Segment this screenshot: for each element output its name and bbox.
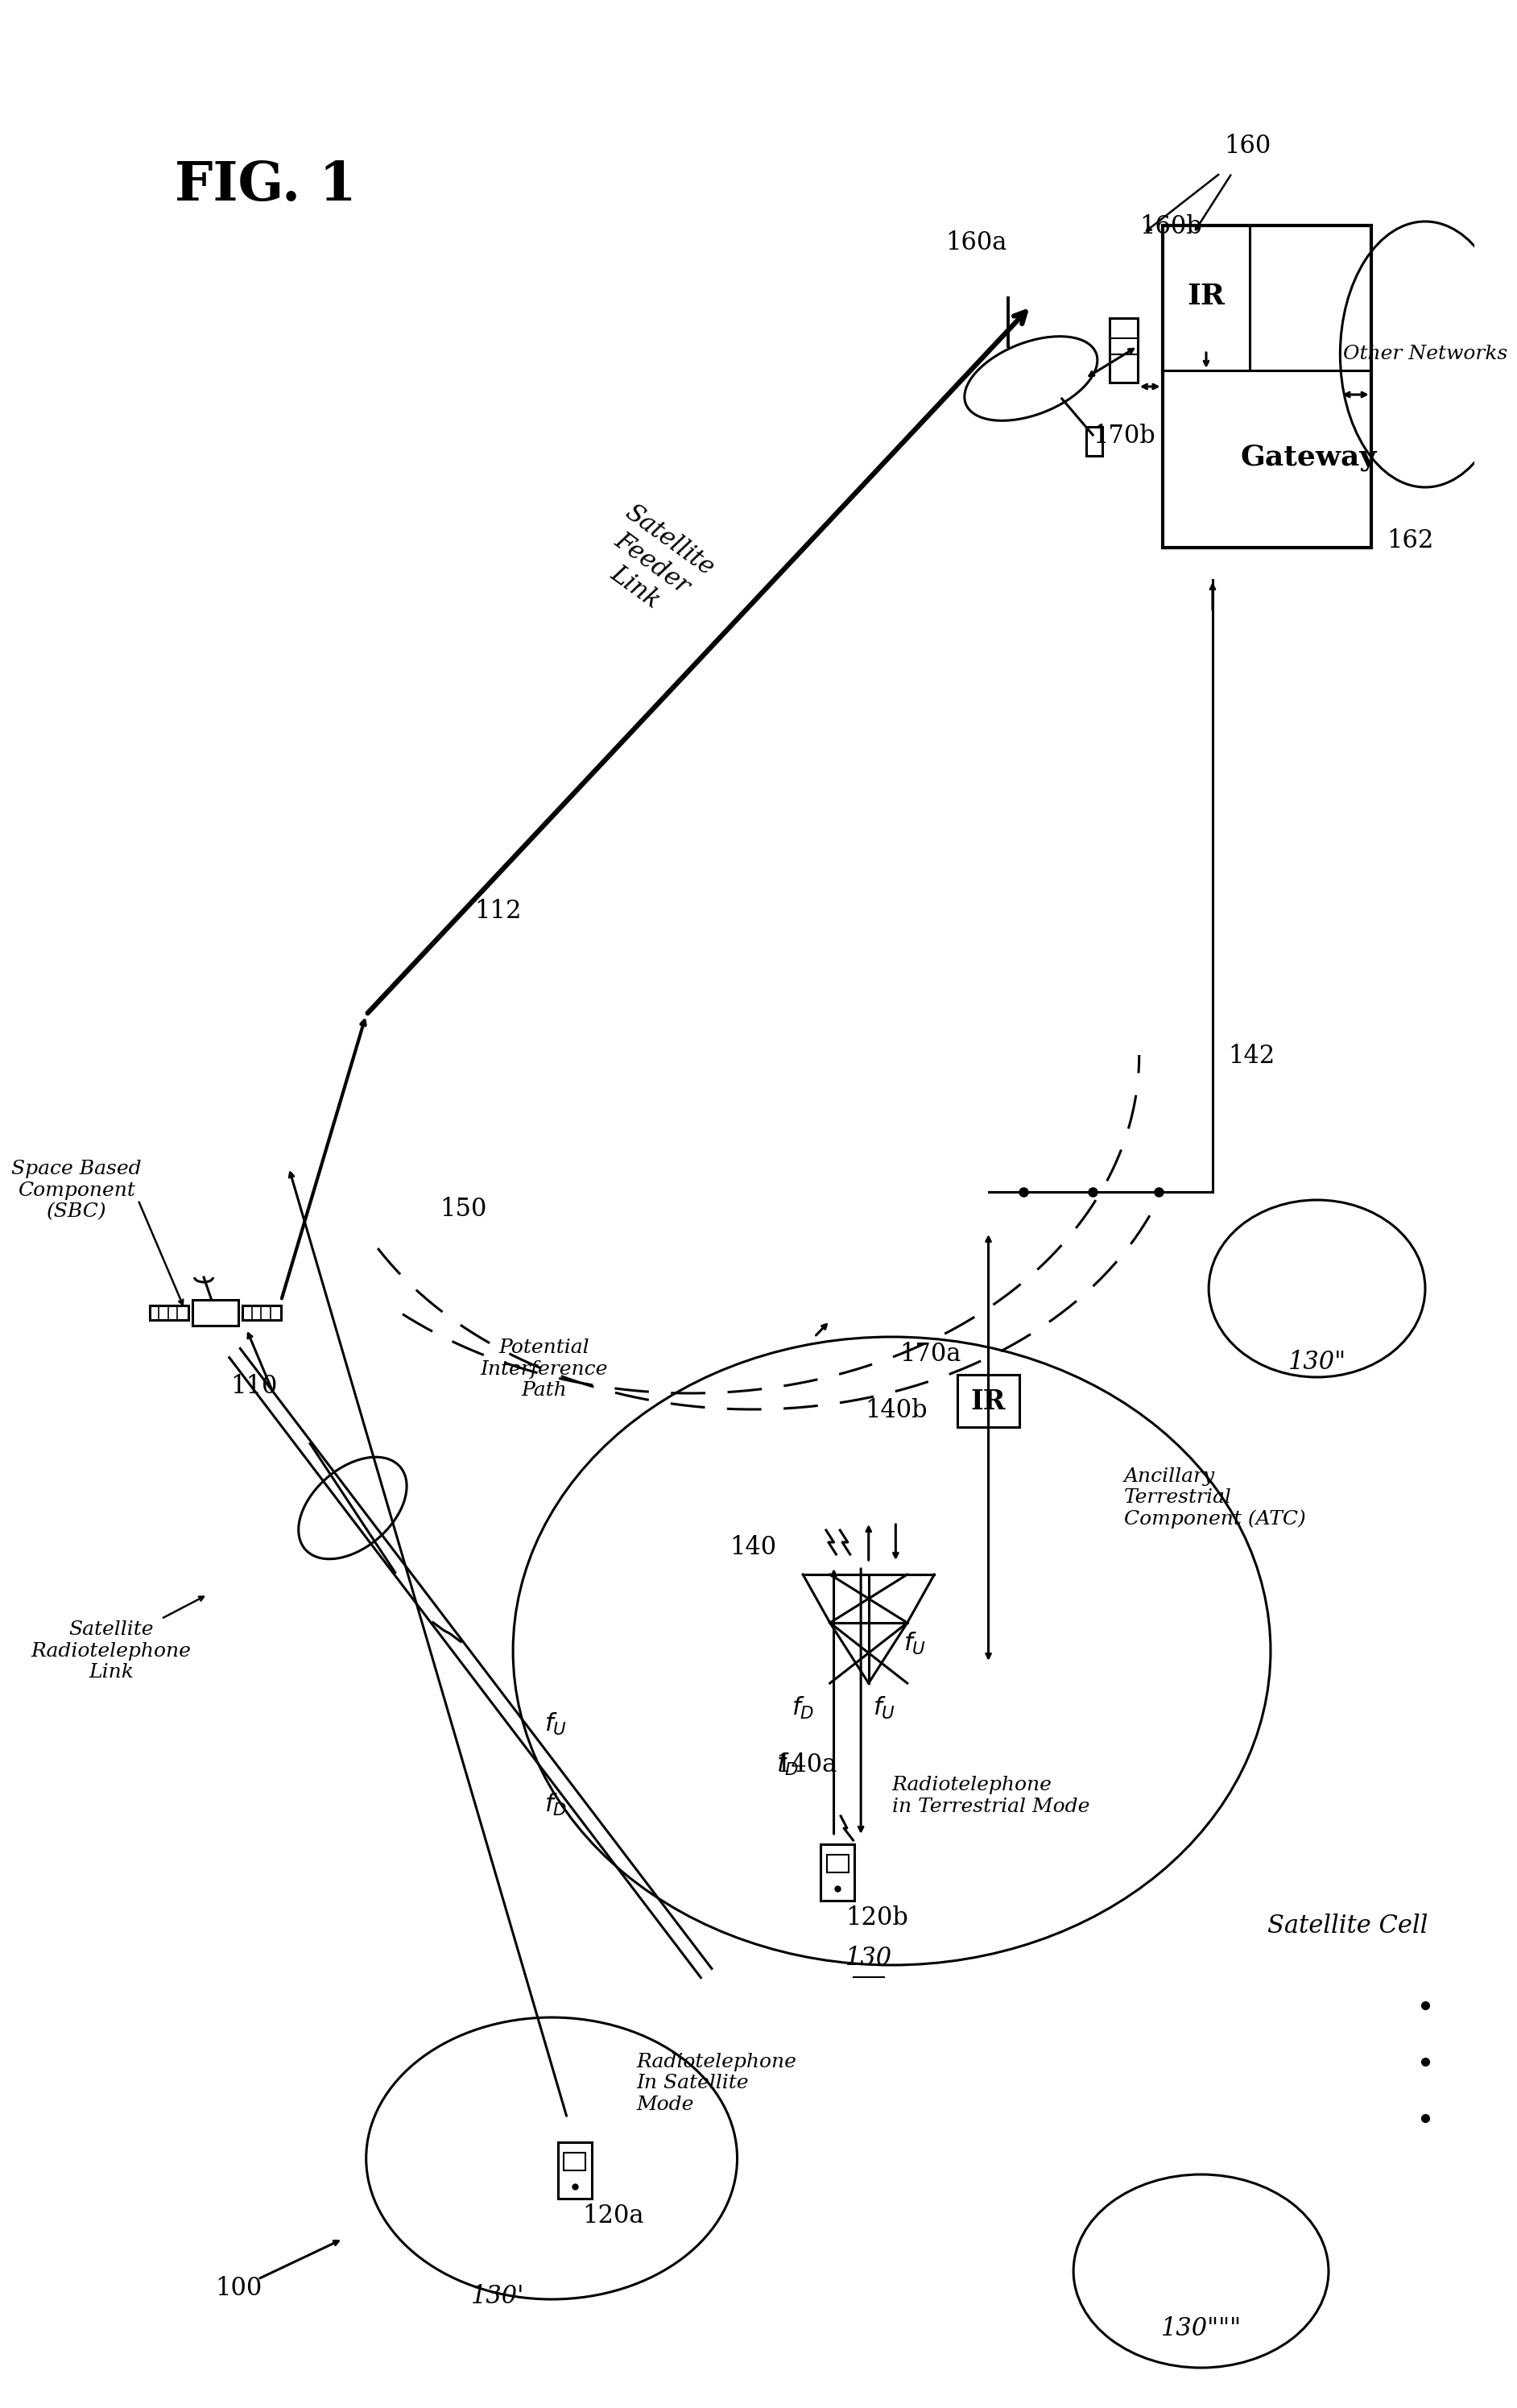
Text: 112: 112 [475, 898, 522, 925]
Text: 160: 160 [1224, 135, 1271, 159]
Text: Potential
Interference
Path: Potential Interference Path [481, 1339, 608, 1399]
Text: Ancillary
Terrestrial
Component (ATC): Ancillary Terrestrial Component (ATC) [1124, 1466, 1306, 1529]
Text: IR: IR [1188, 282, 1226, 311]
Text: 120b: 120b [845, 1905, 909, 1931]
Text: $f_D$: $f_D$ [545, 1792, 567, 1818]
Bar [558, 2143, 592, 2199]
Bar [821, 1845, 854, 1900]
Text: 170b: 170b [1092, 424, 1156, 448]
Bar [1086, 426, 1101, 455]
Text: $f_U$: $f_U$ [904, 1630, 925, 1657]
Text: Satellite Cell: Satellite Cell [1268, 1914, 1427, 1938]
Bar [150, 1305, 188, 1320]
Text: 140b: 140b [865, 1399, 927, 1423]
Text: Radiotelephone
in Terrestrial Mode: Radiotelephone in Terrestrial Mode [892, 1777, 1089, 1816]
Text: 120a: 120a [583, 2203, 645, 2227]
Text: $f_U$: $f_U$ [872, 1695, 895, 1722]
Text: $f_U$: $f_U$ [545, 1712, 566, 1736]
Text: Gateway: Gateway [1241, 443, 1376, 472]
Text: 160b: 160b [1139, 214, 1201, 238]
Text: 130""": 130""" [1161, 2316, 1241, 2341]
Text: Other Networks: Other Networks [1343, 344, 1508, 364]
Text: 140a: 140a [775, 1753, 837, 1777]
Text: 100: 100 [215, 2276, 262, 2302]
Text: Satellite
Feeder
Link: Satellite Feeder Link [586, 501, 719, 628]
Text: 130": 130" [1288, 1351, 1346, 1375]
Bar [1162, 226, 1371, 547]
Bar [827, 1854, 848, 1873]
Text: Space Based
Component
(SBC): Space Based Component (SBC) [11, 1161, 141, 1221]
Text: FIG. 1: FIG. 1 [174, 159, 356, 212]
Text: $f_D$: $f_D$ [792, 1695, 815, 1722]
Text: IR: IR [971, 1387, 1006, 1413]
Text: 170a: 170a [900, 1341, 960, 1368]
Text: 142: 142 [1229, 1043, 1274, 1069]
Text: 110: 110 [231, 1375, 278, 1399]
Bar [1110, 318, 1138, 383]
Text: 130': 130' [470, 2283, 525, 2309]
Text: 150: 150 [440, 1197, 487, 1221]
Bar [564, 2153, 586, 2170]
Bar [243, 1305, 281, 1320]
Text: 162: 162 [1387, 527, 1434, 554]
Text: Radiotelephone
In Satellite
Mode: Radiotelephone In Satellite Mode [637, 2052, 796, 2114]
Text: Satellite
Radiotelephone
Link: Satellite Radiotelephone Link [30, 1621, 191, 1681]
Text: $f_D$: $f_D$ [775, 1751, 798, 1777]
Text: 160a: 160a [947, 231, 1007, 255]
Text: 130: 130 [845, 1946, 892, 1970]
Bar [193, 1300, 238, 1327]
Text: 140: 140 [730, 1534, 777, 1560]
Bar [957, 1375, 1019, 1428]
